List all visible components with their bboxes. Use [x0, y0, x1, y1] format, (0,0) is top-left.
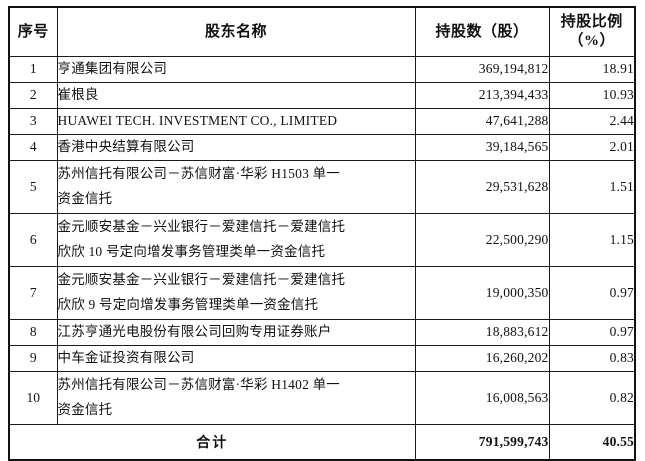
- row-percent: 0.83: [548, 344, 636, 372]
- table-row: 2 崔根良 213,394,433 10.93: [8, 81, 636, 109]
- row-index: 8: [8, 318, 58, 346]
- name-line: 江苏亨通光电股份有限公司回购专用证券账户: [57, 323, 332, 339]
- column-header-index-line1: 序号: [17, 23, 49, 40]
- row-shares: 16,260,202: [414, 344, 550, 372]
- column-header-percent-line2: （%）: [568, 33, 615, 49]
- column-header-percent-line1: 持股比例: [560, 14, 623, 31]
- row-shares: 47,641,288: [414, 107, 550, 135]
- row-shareholder-name: 金元顺安基金－兴业银行－爱建信托－爱建信托 欣欣 10 号定向增发事务管理类单一…: [56, 212, 416, 267]
- name-line: 资金信托: [57, 190, 113, 206]
- row-percent: 0.97: [548, 318, 636, 346]
- total-label: 合计: [8, 423, 416, 461]
- row-shareholder-name: 江苏亨通光电股份有限公司回购专用证券账户: [56, 318, 416, 346]
- row-percent: 1.51: [548, 159, 636, 214]
- name-line: 金元顺安基金－兴业银行－爱建信托－爱建信托: [57, 218, 346, 234]
- column-header-percent: 持股比例 （%）: [548, 6, 636, 57]
- table-row: 6 金元顺安基金－兴业银行－爱建信托－爱建信托 欣欣 10 号定向增发事务管理类…: [8, 212, 636, 267]
- table-row: 4 香港中央结算有限公司 39,184,565 2.01: [8, 133, 636, 161]
- row-percent: 18.91: [548, 56, 636, 83]
- row-percent: 2.44: [548, 107, 636, 135]
- name-line: 资金信托: [57, 401, 113, 417]
- table-row: 5 苏州信托有限公司－苏信财富·华彩 H1503 单一 资金信托 29,531,…: [8, 159, 636, 214]
- name-line: 金元顺安基金－兴业银行－爱建信托－爱建信托: [57, 271, 346, 287]
- table-row: 3 HUAWEI TECH. INVESTMENT CO., LIMITED 4…: [8, 107, 636, 135]
- row-index: 7: [8, 265, 58, 320]
- name-line: 中车金证投资有限公司: [57, 349, 195, 365]
- table-row: 9 中车金证投资有限公司 16,260,202 0.83: [8, 344, 636, 372]
- row-index: 5: [8, 159, 58, 214]
- name-line: 苏州信托有限公司－苏信财富·华彩 H1503 单一: [57, 165, 340, 181]
- row-percent: 10.93: [548, 81, 636, 109]
- row-shares: 213,394,433: [414, 81, 550, 109]
- row-shareholder-name: 苏州信托有限公司－苏信财富·华彩 H1402 单一 资金信托: [56, 370, 416, 425]
- row-shareholder-name: 苏州信托有限公司－苏信财富·华彩 H1503 单一 资金信托: [56, 159, 416, 214]
- column-header-shares-line1: 持股数（股）: [435, 23, 529, 40]
- table-total-row: 合计 791,599,743 40.55: [8, 423, 636, 461]
- row-index: 6: [8, 212, 58, 267]
- name-line: 香港中央结算有限公司: [57, 138, 195, 154]
- row-index: 2: [8, 81, 58, 109]
- column-header-name-line1: 股东名称: [204, 23, 267, 40]
- row-shares: 22,500,290: [414, 212, 550, 267]
- row-percent: 0.82: [548, 370, 636, 425]
- shareholders-table-container: 序号 股东名称 持股数（股） 持股比例 （%） 1: [8, 6, 636, 461]
- name-line: 崔根良: [57, 86, 99, 102]
- name-line: HUAWEI TECH. INVESTMENT CO., LIMITED: [57, 112, 338, 128]
- table-row: 1 亨通集团有限公司 369,194,812 18.91: [8, 56, 636, 83]
- table-row: 7 金元顺安基金－兴业银行－爱建信托－爱建信托 欣欣 9 号定向增发事务管理类单…: [8, 265, 636, 320]
- table-row: 8 江苏亨通光电股份有限公司回购专用证券账户 18,883,612 0.97: [8, 318, 636, 346]
- row-shareholder-name: 亨通集团有限公司: [56, 56, 416, 83]
- row-index: 1: [8, 56, 58, 83]
- row-shares: 369,194,812: [414, 56, 550, 83]
- row-shares: 19,000,350: [414, 265, 550, 320]
- column-header-index: 序号: [8, 6, 58, 57]
- row-shareholder-name: HUAWEI TECH. INVESTMENT CO., LIMITED: [56, 107, 416, 135]
- row-index: 10: [8, 370, 58, 425]
- column-header-name: 股东名称: [56, 6, 416, 57]
- row-shares: 39,184,565: [414, 133, 550, 161]
- row-shares: 29,531,628: [414, 159, 550, 214]
- row-shareholder-name: 中车金证投资有限公司: [56, 344, 416, 372]
- name-line: 亨通集团有限公司: [57, 61, 168, 76]
- row-percent: 0.97: [548, 265, 636, 320]
- table-header-row: 序号 股东名称 持股数（股） 持股比例 （%）: [8, 6, 636, 57]
- name-line: 苏州信托有限公司－苏信财富·华彩 H1402 单一: [57, 376, 340, 392]
- document-page: 序号 股东名称 持股数（股） 持股比例 （%） 1: [8, 6, 636, 461]
- total-percent: 40.55: [548, 423, 636, 461]
- row-percent: 2.01: [548, 133, 636, 161]
- row-shares: 16,008,563: [414, 370, 550, 425]
- shareholders-table: 序号 股东名称 持股数（股） 持股比例 （%） 1: [8, 6, 636, 461]
- row-percent: 1.15: [548, 212, 636, 267]
- row-shareholder-name: 崔根良: [56, 81, 416, 109]
- table-row: 10 苏州信托有限公司－苏信财富·华彩 H1402 单一 资金信托 16,008…: [8, 370, 636, 425]
- row-shares: 18,883,612: [414, 318, 550, 346]
- total-shares: 791,599,743: [414, 423, 550, 461]
- row-shareholder-name: 金元顺安基金－兴业银行－爱建信托－爱建信托 欣欣 9 号定向增发事务管理类单一资…: [56, 265, 416, 320]
- name-line: 欣欣 10 号定向增发事务管理类单一资金信托: [57, 243, 326, 259]
- row-index: 4: [8, 133, 58, 161]
- row-index: 3: [8, 107, 58, 135]
- row-index: 9: [8, 344, 58, 372]
- name-line: 欣欣 9 号定向增发事务管理类单一资金信托: [57, 296, 319, 312]
- column-header-shares: 持股数（股）: [414, 6, 550, 57]
- row-shareholder-name: 香港中央结算有限公司: [56, 133, 416, 161]
